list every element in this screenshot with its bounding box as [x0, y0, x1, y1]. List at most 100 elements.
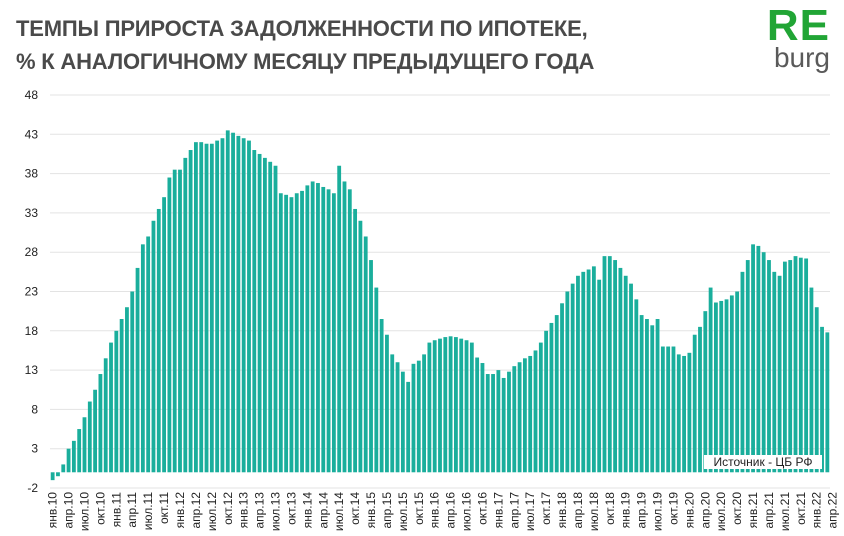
bar — [825, 332, 830, 473]
bar — [262, 157, 267, 473]
x-tick-label: янв.22 — [810, 492, 824, 529]
bar — [71, 440, 76, 473]
bar — [586, 269, 591, 473]
x-tick-label: окт.17 — [539, 492, 553, 525]
bar — [353, 208, 358, 473]
x-tick-label: янв.11 — [109, 492, 123, 528]
bar — [767, 260, 771, 473]
bar — [268, 161, 273, 473]
bar — [188, 150, 193, 473]
bar — [708, 287, 713, 473]
y-tick-label: 38 — [25, 167, 39, 181]
bar — [729, 295, 734, 473]
bar — [666, 346, 671, 473]
y-tick-label: 18 — [25, 324, 39, 338]
bar — [676, 354, 681, 473]
x-tick-label: янв.15 — [364, 492, 378, 529]
bar — [682, 355, 686, 473]
bar — [782, 261, 787, 473]
bar — [406, 381, 411, 473]
bar — [321, 186, 326, 473]
x-tick-label: апр.10 — [62, 492, 76, 529]
x-tick-label: апр.14 — [316, 492, 330, 529]
bar — [247, 140, 251, 473]
bar — [151, 220, 156, 473]
x-tick-label: июл.10 — [77, 492, 91, 531]
x-tick-label: окт.10 — [93, 492, 107, 525]
bar — [740, 271, 745, 473]
bar — [698, 326, 702, 473]
reburg-logo: RE burg — [758, 4, 830, 72]
y-tick-label: 43 — [25, 127, 39, 141]
x-tick-label: окт.21 — [794, 492, 808, 525]
bar — [761, 252, 766, 473]
x-tick-label: янв.12 — [173, 492, 187, 529]
bar — [597, 279, 602, 473]
x-tick-label: апр.22 — [826, 492, 840, 529]
bar — [194, 142, 198, 473]
x-tick-label: янв.14 — [300, 492, 314, 529]
bar — [427, 342, 432, 473]
y-tick-label: 48 — [25, 88, 39, 102]
bar — [517, 362, 522, 473]
bar — [554, 315, 559, 473]
bar — [114, 330, 119, 473]
x-tick-label: янв.19 — [619, 492, 633, 529]
x-tick-label: июл.21 — [778, 492, 792, 531]
bar — [300, 190, 304, 473]
bar — [411, 363, 416, 473]
bar — [809, 287, 814, 473]
bar — [703, 311, 708, 473]
bar — [220, 138, 225, 473]
bar — [135, 267, 140, 473]
bar — [374, 287, 379, 473]
x-tick-label: июл.18 — [587, 492, 601, 531]
bar — [692, 334, 697, 473]
bar — [294, 193, 299, 473]
x-tick-label: окт.19 — [666, 492, 680, 525]
y-tick-label: 28 — [25, 245, 39, 259]
bar — [438, 338, 442, 473]
bar — [305, 185, 310, 473]
bar — [231, 132, 235, 473]
bar — [61, 464, 66, 473]
bar — [103, 358, 108, 473]
x-tick-label: окт.13 — [284, 492, 298, 525]
bar — [719, 300, 724, 473]
x-tick-label: апр.13 — [253, 492, 267, 529]
bar — [613, 260, 618, 473]
bar — [687, 352, 692, 473]
bar — [623, 275, 628, 473]
bar — [225, 130, 230, 473]
bar — [432, 340, 437, 473]
bar — [390, 354, 395, 473]
bar — [480, 363, 485, 473]
bar — [639, 315, 644, 473]
bar — [130, 291, 135, 473]
x-tick-label: июл.22 — [842, 492, 844, 531]
bar — [448, 336, 453, 473]
bar — [172, 169, 177, 473]
bar — [501, 377, 506, 473]
bar — [798, 257, 803, 473]
bar — [756, 245, 761, 473]
x-tick-label: янв.18 — [555, 492, 569, 529]
y-tick-label: 13 — [25, 363, 39, 377]
bars — [50, 130, 830, 481]
y-tick-label: 23 — [25, 285, 39, 299]
bar — [167, 177, 172, 473]
bar — [650, 325, 655, 473]
bar — [369, 260, 373, 473]
x-tick-label: апр.21 — [762, 492, 776, 529]
bar — [82, 417, 87, 473]
bar — [326, 189, 331, 473]
x-tick-label: июл.19 — [651, 492, 665, 531]
chart-title-line-2: % К АНАЛОГИЧНОМУ МЕСЯЦУ ПРЕДЫДУЩЕГО ГОДА — [16, 49, 595, 74]
x-tick-label: апр.18 — [571, 492, 585, 529]
bar — [109, 342, 113, 473]
bar — [125, 307, 129, 473]
bar — [358, 220, 363, 473]
bar — [50, 472, 55, 481]
bar — [591, 266, 596, 473]
bar — [538, 342, 543, 473]
